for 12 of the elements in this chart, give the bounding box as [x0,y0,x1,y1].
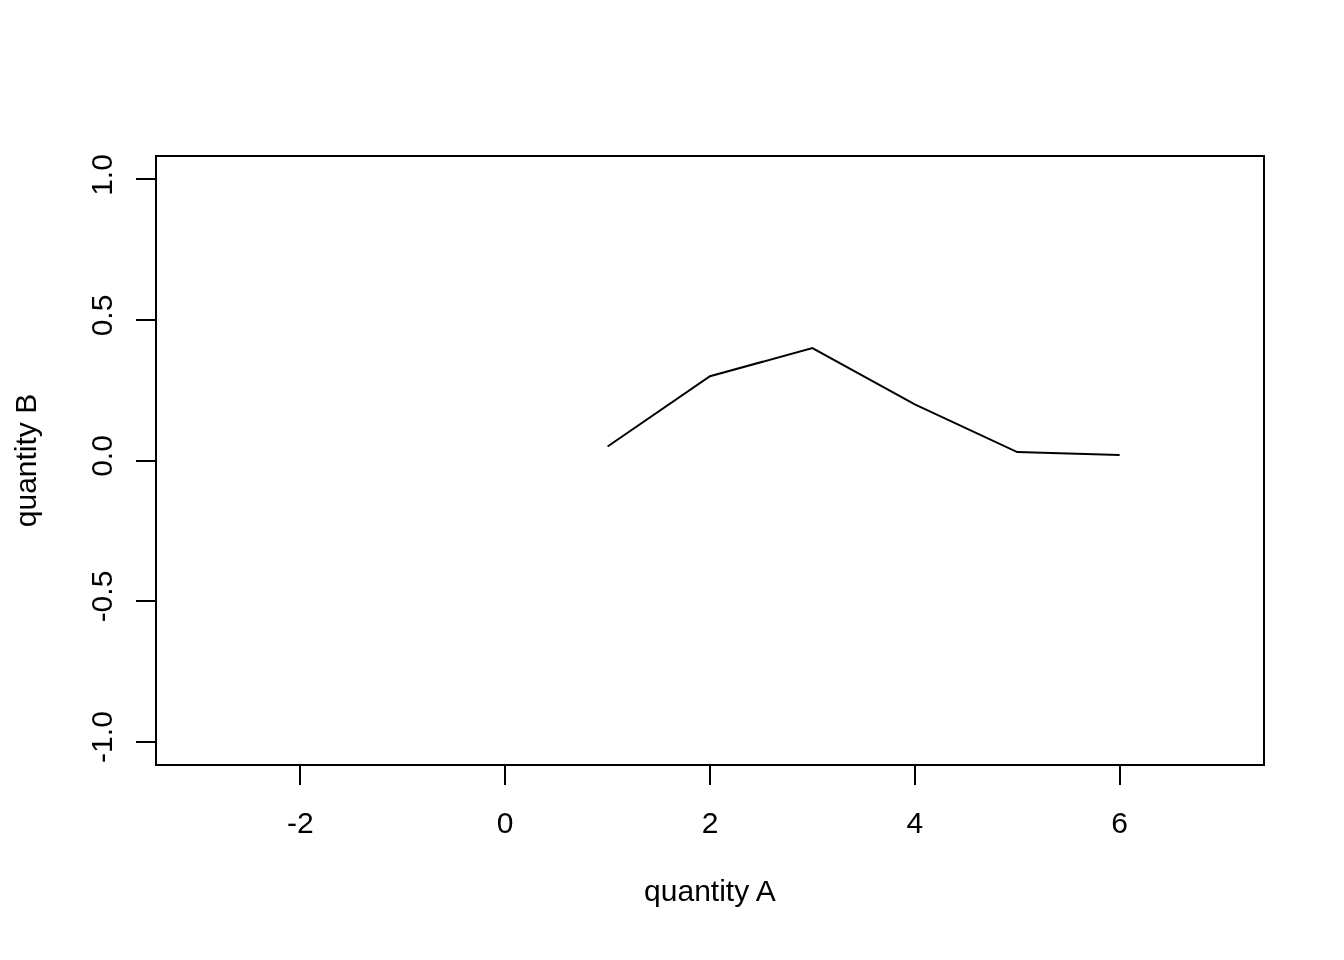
y-axis-title: quantity B [8,393,42,528]
x-tick-label: 6 [1111,806,1128,839]
x-tick-label: 4 [906,806,924,839]
x-tick-label: 2 [701,806,719,839]
y-tick-label: 0.5 [85,294,118,337]
x-tick-label: -2 [287,806,314,839]
x-tick-label: 0 [496,806,514,839]
y-tick-label: 0.0 [85,435,118,477]
y-tick-label: 1.0 [85,154,118,196]
y-tick-label: -1.0 [85,711,118,763]
x-axis-title: quantity A [644,874,776,907]
y-tick-label: -0.5 [85,570,118,623]
